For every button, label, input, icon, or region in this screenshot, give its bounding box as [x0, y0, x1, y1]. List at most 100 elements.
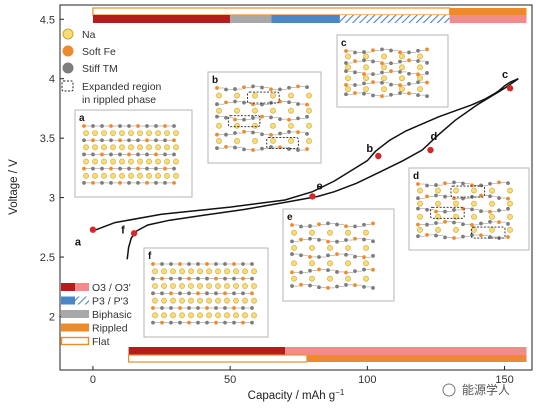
na-atom — [170, 312, 176, 319]
stiff-tm-atom — [305, 114, 309, 119]
stiff-tm-atom — [109, 138, 113, 143]
stiff-tm-atom — [187, 291, 191, 296]
stiff-tm-atom — [215, 146, 219, 151]
stiff-tm-atom — [172, 166, 176, 171]
stiff-tm-atom — [461, 196, 465, 201]
na-atom — [224, 268, 230, 275]
soft-fe-atom — [371, 221, 375, 226]
stiff-tm-atom — [452, 220, 456, 225]
na-atom — [489, 213, 495, 220]
na-atom — [234, 92, 240, 99]
stiff-tm-atom — [344, 283, 348, 287]
stiff-tm-atom — [335, 239, 339, 244]
marker-label-b: b — [366, 143, 373, 155]
na-atom — [417, 226, 423, 233]
na-atom — [170, 283, 176, 289]
stiff-tm-atom — [118, 166, 122, 171]
na-atom — [128, 158, 134, 165]
na-atom — [507, 200, 513, 207]
stiff-tm-atom-icon — [62, 62, 74, 74]
soft-fe-atom — [470, 183, 474, 188]
na-atom — [170, 268, 176, 275]
stiff-tm-atom — [163, 152, 167, 157]
na-atom — [137, 158, 143, 165]
stiff-tm-atom — [371, 253, 375, 258]
stiff-tm-atom — [127, 180, 131, 185]
stiff-tm-atom — [434, 233, 438, 238]
na-atom — [216, 137, 222, 144]
phase-legend-item: O3 / O3' — [61, 282, 131, 294]
soft-fe-atom — [362, 72, 366, 76]
na-atom — [417, 200, 423, 207]
stiff-tm-atom — [362, 58, 366, 63]
stiff-tm-atom — [407, 50, 411, 55]
soft-fe-atom — [214, 276, 218, 281]
discharge-curve — [126, 78, 519, 260]
stiff-tm-atom — [398, 59, 402, 64]
na-atom — [291, 229, 297, 236]
bottom-lower-segment-rippled — [306, 355, 527, 362]
soft-fe-atom — [151, 306, 155, 310]
stiff-tm-atom — [308, 224, 312, 228]
region-legend: Expanded region in rippled phase — [61, 80, 162, 106]
na-atom — [345, 53, 351, 60]
inset-a: a — [74, 109, 193, 198]
soft-fe-atom — [425, 80, 429, 85]
stiff-tm-atom — [82, 180, 86, 185]
stiff-tm-atom — [305, 131, 309, 136]
stiff-tm-atom — [187, 262, 191, 266]
soft-fe-atom — [497, 220, 501, 225]
stiff-tm-atom — [425, 71, 429, 75]
soft-fe-atom — [224, 100, 228, 105]
na-atom — [345, 229, 351, 236]
stiff-tm-atom — [506, 221, 510, 226]
na-atom — [119, 172, 125, 179]
soft-fe-atom — [416, 72, 420, 77]
na-atom — [92, 158, 98, 165]
stiff-tm-atom — [389, 61, 393, 66]
na-atom — [453, 200, 459, 207]
na-atom — [453, 187, 459, 194]
stiff-tm-atom — [290, 239, 294, 244]
soft-fe-atom — [196, 291, 200, 296]
soft-fe-atom — [497, 180, 501, 185]
stiff-tm-atom — [91, 166, 95, 171]
stiff-tm-atom — [389, 48, 393, 53]
stiff-tm-atom — [371, 239, 375, 244]
soft-fe-atom — [163, 166, 167, 171]
na-atom — [188, 283, 194, 289]
stiff-tm-atom — [461, 222, 465, 227]
inset-label: f — [148, 251, 152, 262]
soft-fe-atom — [326, 285, 330, 290]
stiff-tm-atom — [389, 82, 393, 87]
stiff-tm-atom — [317, 237, 321, 242]
na-atom — [417, 75, 423, 82]
stiff-tm-atom — [434, 221, 438, 225]
stiff-tm-atom — [224, 115, 228, 120]
inset-label: e — [287, 212, 293, 223]
na-atom — [110, 130, 116, 137]
bottom-phase-bar — [128, 347, 527, 363]
na-atom — [309, 275, 315, 282]
na-atom — [242, 312, 248, 319]
stiff-tm-atom — [160, 306, 164, 310]
na-atom — [471, 213, 477, 220]
top-upper-segment-rippled — [449, 8, 527, 15]
stiff-tm-atom — [353, 50, 357, 55]
stiff-tm-atom — [380, 70, 384, 75]
soft-fe-atom — [371, 48, 375, 53]
soft-fe-atom — [353, 59, 357, 64]
x-axis-ticks: 0 50 100 150 — [90, 366, 514, 386]
na-atom — [399, 86, 405, 93]
stiff-tm-atom — [278, 87, 282, 92]
marker-label-e: e — [316, 180, 322, 192]
soft-fe-atom — [187, 276, 191, 281]
na-atom — [83, 172, 89, 179]
na-atom — [179, 297, 185, 304]
soft-fe-atom — [91, 138, 95, 143]
stiff-tm-atom — [425, 60, 429, 65]
watermark-logo-icon — [442, 383, 456, 397]
soft-fe-atom — [317, 267, 321, 272]
soft-fe-atom — [154, 152, 158, 157]
soft-fe-atom — [269, 87, 273, 92]
